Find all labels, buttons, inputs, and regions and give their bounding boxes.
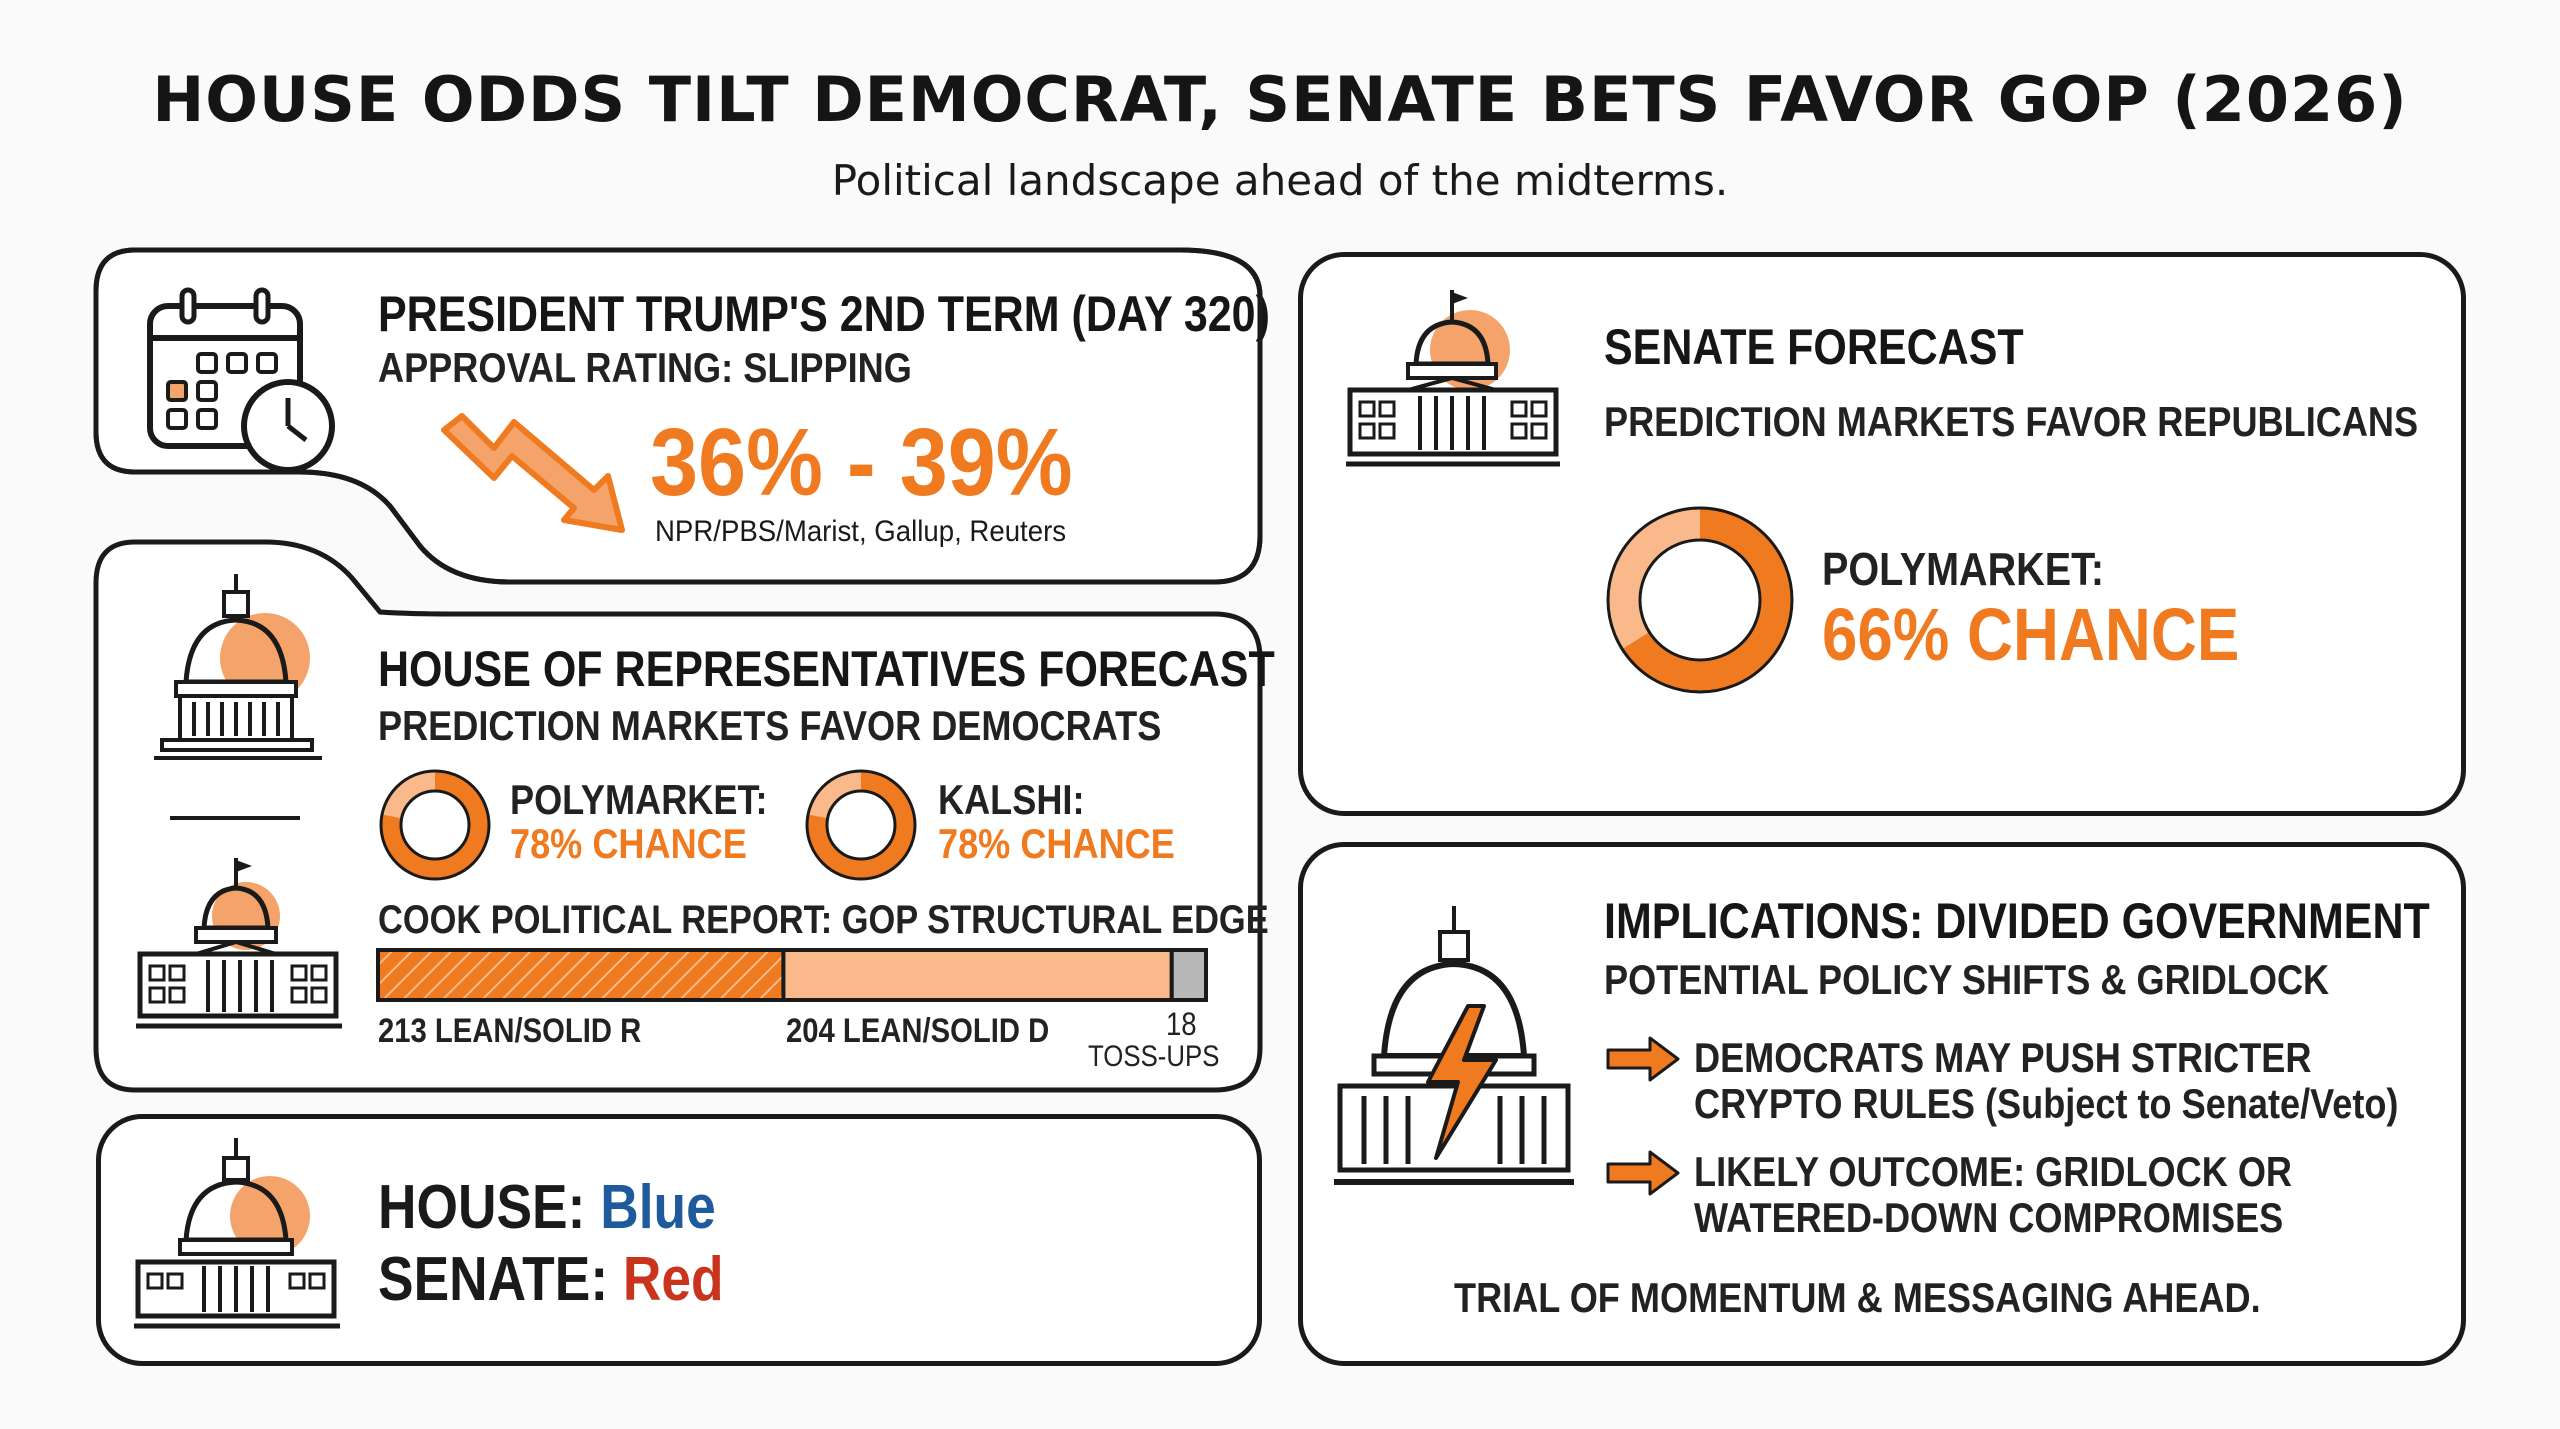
approval-heading: PRESIDENT TRUMP'S 2ND TERM (DAY 320) [378,286,1270,342]
summary-house-value: Blue [600,1173,716,1242]
implication-1-line1: DEMOCRATS MAY PUSH STRICTER [1694,1034,2312,1081]
arrow-right-icon [1606,1036,1680,1082]
polymarket-senate-label: POLYMARKET: [1822,543,2105,595]
summary-senate-value: Red [622,1245,724,1314]
polymarket-house-label: POLYMARKET: [510,776,768,823]
approval-range: 36% - 39% [650,409,1073,516]
implications-heading: IMPLICATIONS: DIVIDED GOVERNMENT [1604,893,2430,949]
polymarket-senate-donut [1606,506,1794,694]
seat-label-toss-num: 18 [1166,1006,1197,1042]
icon-divider [170,816,300,820]
implications-subheading: POTENTIAL POLICY SHIFTS & GRIDLOCK [1604,956,2330,1003]
approval-card-overlay [93,247,1263,585]
cook-report-label: COOK POLITICAL REPORT: GOP STRUCTURAL ED… [378,898,1269,942]
implication-2-line2: WATERED-DOWN COMPROMISES [1694,1194,2284,1241]
bar-segment-toss [1169,948,1208,1002]
capitol-senate-icon [1346,290,1560,467]
arrow-right-icon [1606,1150,1680,1196]
calendar-clock-icon [147,287,335,473]
implication-2-line1: LIKELY OUTCOME: GRIDLOCK OR [1694,1148,2293,1195]
page-title: HOUSE ODDS TILT DEMOCRAT, SENATE BETS FA… [134,58,2426,142]
bar-segment-d [781,948,1174,1002]
bar-segment-r [376,948,786,1002]
senate-heading: SENATE FORECAST [1604,319,2024,375]
seat-label-toss-text: TOSS-UPS [1088,1040,1220,1073]
page-subtitle: Political landscape ahead of the midterm… [831,156,1729,205]
summary-senate-row: SENATE: Red [378,1244,724,1315]
summary-house-row: HOUSE: Blue [378,1172,716,1243]
implication-1-line2: CRYPTO RULES (Subject to Senate/Veto) [1694,1080,2399,1127]
capitol-lightning-icon [1334,906,1574,1185]
page-title-text: HOUSE ODDS TILT DEMOCRAT, SENATE BETS FA… [152,63,2408,136]
house-subheading: PREDICTION MARKETS FAVOR DEMOCRATS [378,702,1162,749]
seat-label-d: 204 LEAN/SOLID D [786,1012,1050,1050]
capitol-dome-summary-icon [134,1138,340,1329]
seat-label-r: 213 LEAN/SOLID R [378,1012,642,1050]
polymarket-senate-chance: 66% CHANCE [1822,593,2240,676]
approval-sources: NPR/PBS/Marist, Gallup, Reuters [655,515,1067,548]
capitol-building-icon [136,858,342,1029]
kalshi-house-label: KALSHI: [938,776,1085,823]
trend-down-arrow-icon [441,413,625,533]
header: HOUSE ODDS TILT DEMOCRAT, SENATE BETS FA… [0,58,2560,142]
approval-subheading: APPROVAL RATING: SLIPPING [378,344,912,391]
implications-footer: TRIAL OF MOMENTUM & MESSAGING AHEAD. [1454,1274,2261,1321]
summary-house-label: HOUSE: [378,1173,586,1242]
summary-senate-label: SENATE: [378,1245,609,1314]
house-heading: HOUSE OF REPRESENTATIVES FORECAST [378,641,1275,697]
polymarket-house-chance: 78% CHANCE [510,820,747,867]
senate-subheading: PREDICTION MARKETS FAVOR REPUBLICANS [1604,398,2419,445]
kalshi-house-chance: 78% CHANCE [938,820,1175,867]
seat-distribution-bar [376,948,1208,1002]
polymarket-house-donut [379,769,491,881]
kalshi-house-donut [805,769,917,881]
capitol-dome-icon [154,574,322,760]
